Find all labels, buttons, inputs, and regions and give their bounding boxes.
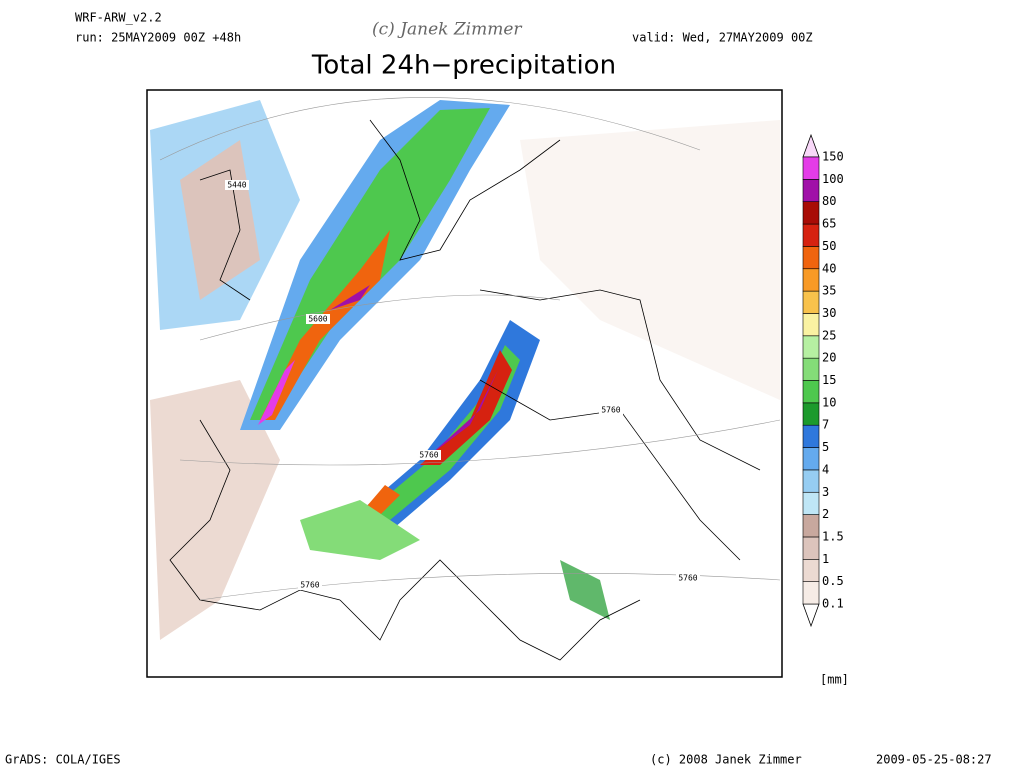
footer-center: (c) 2008 Janek Zimmer: [650, 753, 802, 767]
contour-label-bg: [417, 450, 441, 460]
level-label: 100: [822, 172, 844, 186]
contour-label-bg: [676, 573, 700, 583]
contour-label-bg: [306, 314, 330, 324]
contour-label: 5760: [601, 406, 620, 415]
footer-right: 2009-05-25-08:27: [876, 753, 992, 767]
color-box: [802, 491, 820, 515]
color-box: [802, 335, 820, 359]
color-box: [802, 179, 820, 203]
map-title: Total 24h−precipitation: [311, 51, 616, 81]
color-box: [802, 313, 820, 337]
color-box: [802, 447, 820, 471]
colorbar: 0.1 0.5 1 1.5 2 3 4 5 7 10 15 20 25 30 35 40 50 65 80 100 15…: [802, 133, 844, 628]
color-box: [802, 469, 820, 493]
level-label: 30: [822, 306, 836, 320]
level-label: 2: [822, 507, 829, 521]
contour-label: 5760: [419, 451, 438, 460]
model-name: WRF-ARW_v2.2: [75, 11, 162, 25]
level-label: 65: [822, 217, 836, 231]
level-label: 4: [822, 462, 829, 476]
color-box: [802, 156, 820, 180]
color-box: [802, 380, 820, 404]
valid-time: valid: Wed, 27MAY2009 00Z: [632, 31, 813, 45]
color-box: [802, 581, 820, 605]
level-label: 1: [822, 552, 829, 566]
contour-label: 5760: [678, 574, 697, 583]
level-label: 20: [822, 351, 836, 365]
level-label: 25: [822, 328, 836, 342]
unit-label: [mm]: [820, 673, 849, 687]
color-box: [802, 290, 820, 314]
map: [146, 89, 783, 678]
color-box: [802, 514, 820, 538]
level-label: 40: [822, 261, 836, 275]
level-label: 1.5: [822, 529, 844, 543]
level-label: 15: [822, 373, 836, 387]
level-label: 150: [822, 150, 844, 164]
color-box: [802, 424, 820, 448]
footer-left: GrADS: COLA/IGES: [5, 753, 121, 767]
color-box: [802, 201, 820, 225]
color-box: [802, 268, 820, 292]
colorbar-top: [802, 133, 820, 158]
color-box: [802, 223, 820, 247]
watermark: (c) Janek Zimmer: [372, 20, 522, 40]
contour-label: 5760: [300, 581, 319, 590]
colorbar-bottom: [802, 603, 820, 628]
contour-label-bg: [298, 580, 322, 590]
contour-label-bg: [225, 180, 249, 190]
level-label: 5: [822, 440, 829, 454]
color-box: [802, 558, 820, 582]
level-label: 3: [822, 485, 829, 499]
color-box: [802, 402, 820, 426]
run-info: run: 25MAY2009 00Z +48h: [75, 31, 241, 45]
contour-label-bg: [599, 405, 623, 415]
color-box: [802, 246, 820, 270]
level-label: 80: [822, 194, 836, 208]
level-label: 35: [822, 284, 836, 298]
contour-label: 5600: [308, 315, 327, 324]
level-label: 0.1: [822, 597, 844, 611]
level-label: 10: [822, 395, 836, 409]
color-box: [802, 357, 820, 381]
level-label: 7: [822, 418, 829, 432]
contour-label: 5440: [227, 181, 246, 190]
color-box: [802, 536, 820, 560]
level-label: 50: [822, 239, 836, 253]
level-label: 0.5: [822, 574, 844, 588]
